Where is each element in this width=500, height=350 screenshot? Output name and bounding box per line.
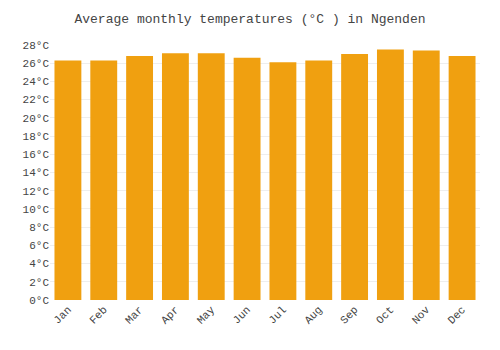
svg-text:Feb: Feb xyxy=(87,304,109,326)
svg-text:Aug: Aug xyxy=(302,304,324,326)
svg-text:Nov: Nov xyxy=(410,304,433,327)
svg-text:Apr: Apr xyxy=(159,304,181,326)
svg-text:28°C: 28°C xyxy=(23,40,50,52)
svg-text:10°C: 10°C xyxy=(23,204,50,216)
svg-text:Sep: Sep xyxy=(338,304,360,326)
svg-text:14°C: 14°C xyxy=(23,167,50,179)
svg-text:6°C: 6°C xyxy=(29,240,49,252)
svg-text:20°C: 20°C xyxy=(23,113,50,125)
svg-text:18°C: 18°C xyxy=(23,131,50,143)
svg-text:Oct: Oct xyxy=(374,304,396,326)
svg-text:26°C: 26°C xyxy=(23,58,50,70)
svg-text:4°C: 4°C xyxy=(29,258,49,270)
svg-text:0°C: 0°C xyxy=(29,295,49,307)
svg-text:May: May xyxy=(195,304,218,327)
svg-text:Jun: Jun xyxy=(231,304,253,326)
svg-text:2°C: 2°C xyxy=(29,277,49,289)
svg-text:22°C: 22°C xyxy=(23,94,50,106)
svg-text:8°C: 8°C xyxy=(29,222,49,234)
svg-text:16°C: 16°C xyxy=(23,149,50,161)
svg-text:Average monthly temperatures (: Average monthly temperatures (°C ) in Ng… xyxy=(74,12,425,27)
svg-text:Jan: Jan xyxy=(51,304,73,326)
svg-text:Jul: Jul xyxy=(266,304,288,326)
svg-text:Mar: Mar xyxy=(123,304,145,326)
svg-text:12°C: 12°C xyxy=(23,186,50,198)
svg-text:Dec: Dec xyxy=(446,304,468,326)
svg-text:24°C: 24°C xyxy=(23,76,50,88)
